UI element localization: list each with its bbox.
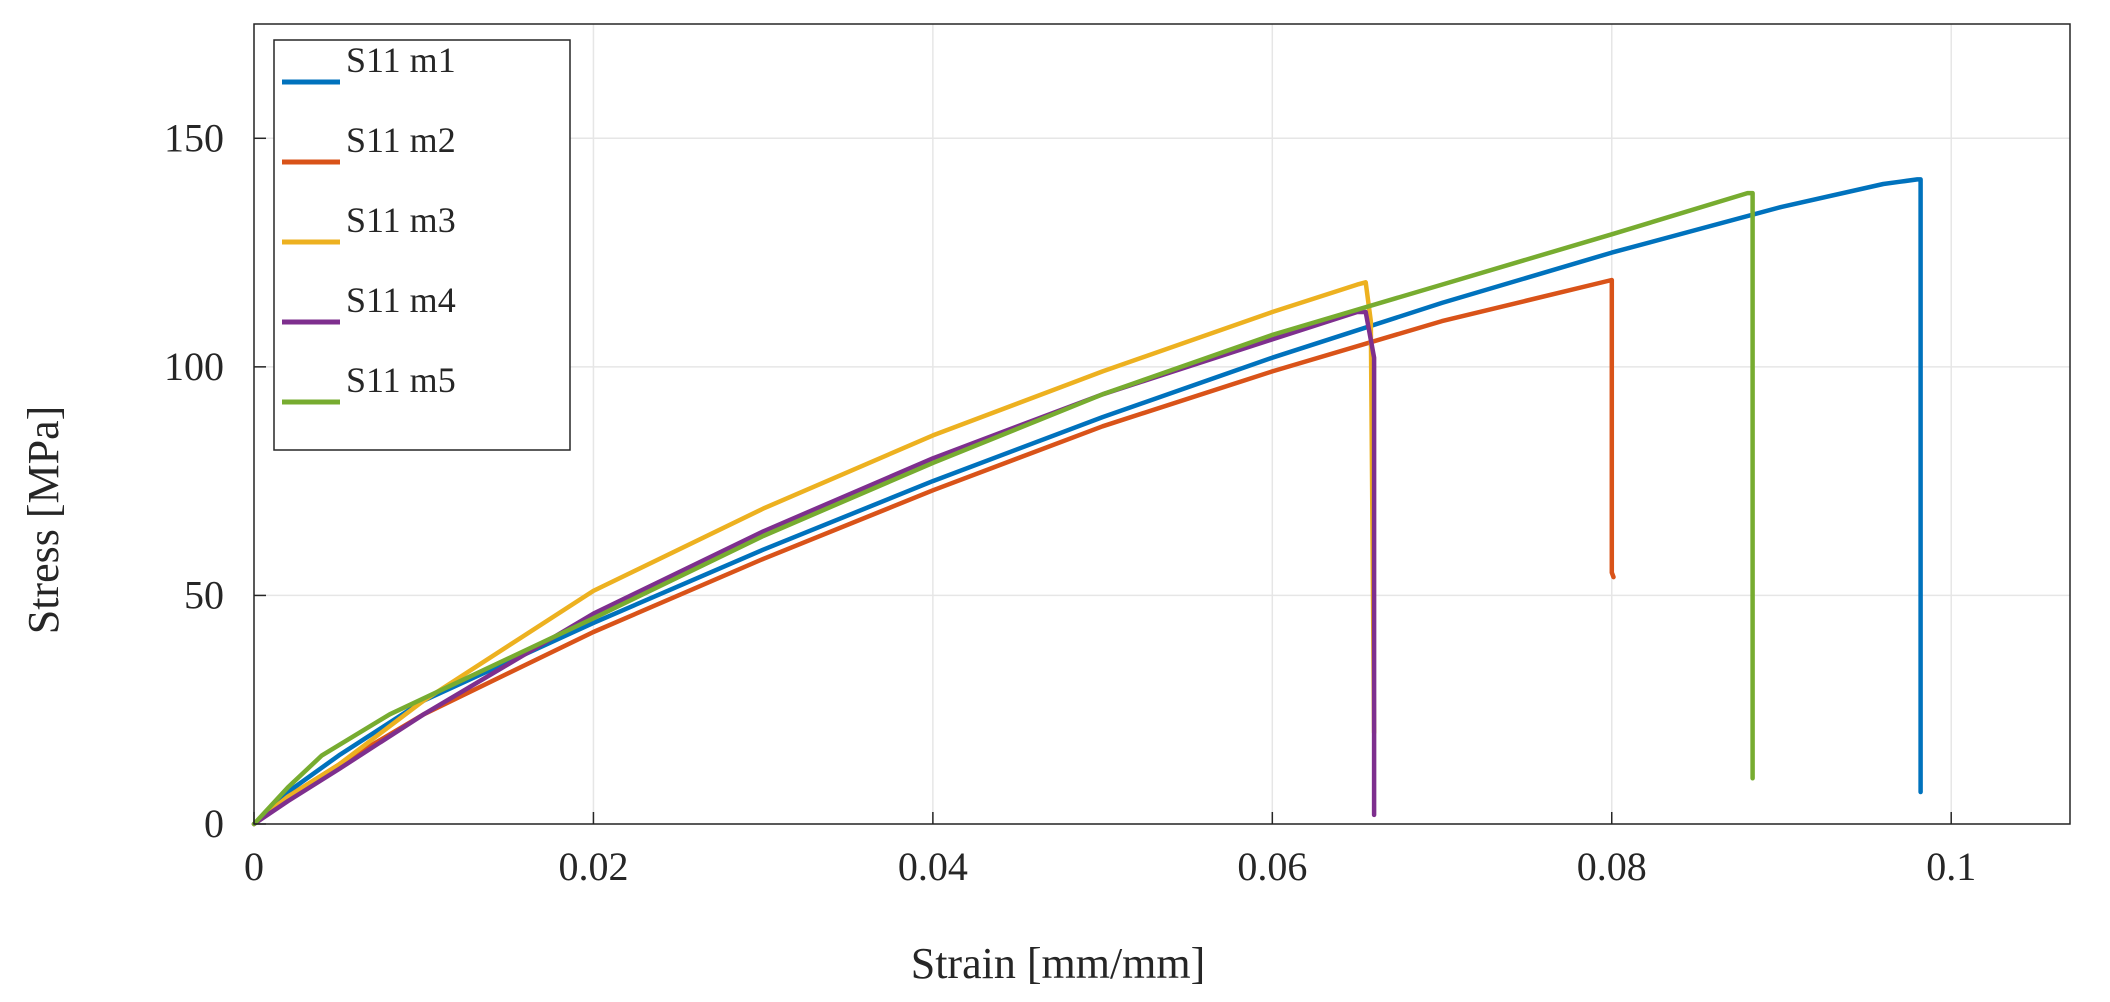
series-line-m5	[251, 190, 1755, 827]
y-axis-label: Stress [MPa]	[19, 406, 68, 635]
y-tick-label: 150	[164, 115, 224, 160]
legend: S11 m1 S11 m2 S11 m3 S11 m4 S11 m5	[273, 39, 571, 451]
y-tick-label: 100	[164, 344, 224, 389]
series-layer	[251, 177, 1923, 827]
legend-label-m3: S11 m3	[346, 200, 456, 240]
x-tick-label: 0.04	[898, 844, 968, 889]
axes-box	[253, 23, 2071, 825]
x-tick-label: 0.06	[1237, 844, 1307, 889]
legend-label-m4: S11 m4	[346, 280, 456, 320]
x-tick-label: 0	[244, 844, 264, 889]
legend-box	[273, 39, 571, 451]
x-tick-label: 0.1	[1926, 844, 1976, 889]
x-tick-label: 0.08	[1577, 844, 1647, 889]
y-tick-label: 50	[184, 572, 224, 617]
series-line-m3	[251, 280, 1377, 827]
series-line-m4	[251, 309, 1377, 827]
x-tick-label: 0.02	[558, 844, 628, 889]
x-axis-label: Strain [mm/mm]	[911, 939, 1206, 988]
legend-label-m1: S11 m1	[346, 40, 456, 80]
tick-layer: 0 0.02 0.04 0.06 0.08 0.1 0 50 100 150	[164, 115, 1976, 889]
legend-label-m2: S11 m2	[346, 120, 456, 160]
y-tick-label: 0	[204, 801, 224, 846]
legend-label-m5: S11 m5	[346, 360, 456, 400]
